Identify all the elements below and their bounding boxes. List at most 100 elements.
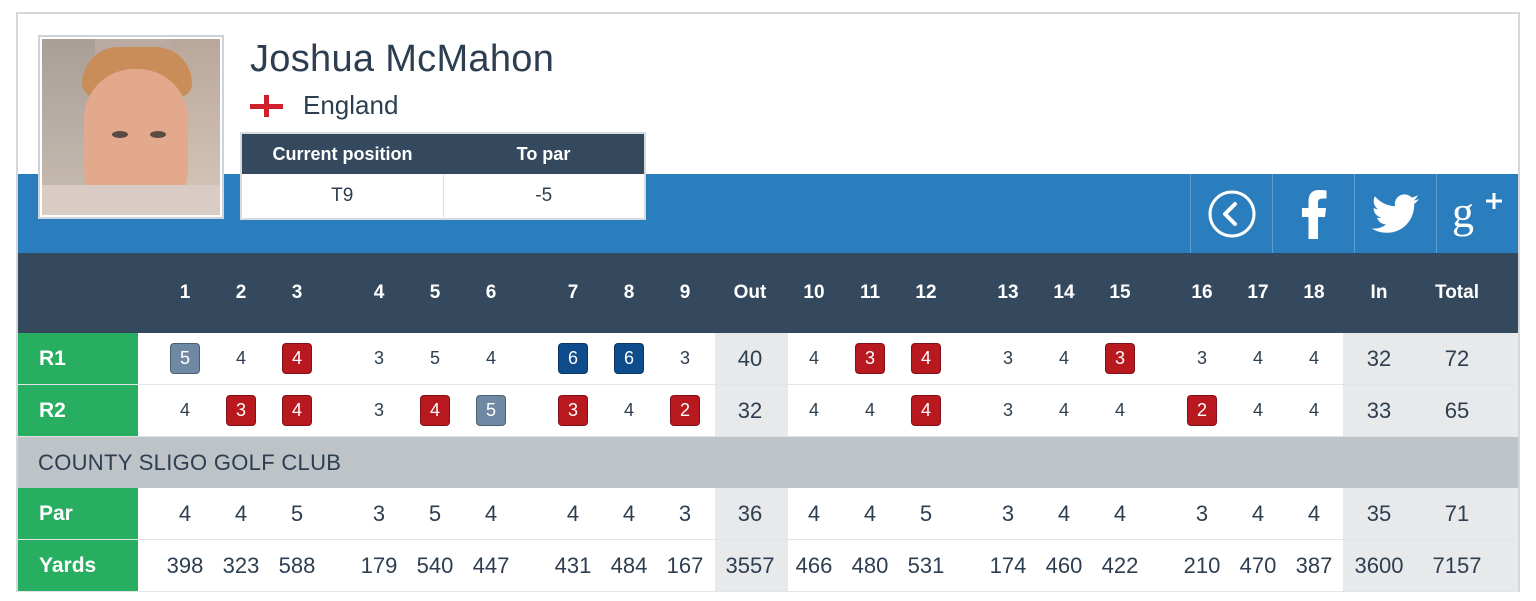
yards-row: 398 323 588 179 540 447 431 484 167 3557 466 480 531… [18,540,1518,592]
score-bogey-cell: 5 [476,395,506,426]
hole-column-header: 15 [1109,282,1131,303]
round-2-row: 4 3 4 3 4 5 3 4 2 32 4 4 4 3 4 4 2 4 4 33 65 R2 [18,385,1518,437]
score-cell: 470 [1239,553,1277,578]
twitter-icon [1371,193,1419,233]
hole-column-header: 10 [803,282,825,303]
score-cell: 4 [807,501,821,526]
score-cell: 447 [472,553,510,578]
course-name: COUNTY SLIGO GOLF CLUB [38,450,342,475]
hole-column-header: 9 [679,282,691,303]
current-position-header: Current position [272,144,413,164]
score-total-cell: 40 [737,346,763,371]
twitter-share-button[interactable] [1354,174,1436,253]
england-flag-icon [250,94,283,117]
score-cell: 4 [1252,348,1264,368]
score-cell: 3 [1196,348,1208,368]
score-birdie-cell: 4 [420,395,450,426]
score-birdie-cell: 4 [282,395,312,426]
round-1-row: 5 4 4 3 5 4 6 6 3 40 4 3 4 3 4 3 3 4 4 32 72 R1 [18,333,1518,385]
hole-column-header: Total [1435,282,1479,303]
score-cell: 3 [373,348,385,368]
score-cell: 460 [1045,553,1083,578]
score-cell: 387 [1295,553,1333,578]
score-cell: 4 [178,501,192,526]
to-par-header: To par [516,144,571,164]
hole-column-header: 14 [1053,282,1075,303]
score-cell: 5 [919,501,933,526]
score-cell: 3 [1002,348,1014,368]
hole-column-header: 3 [291,282,303,303]
score-total-cell: 3600 [1354,553,1404,578]
facebook-share-button[interactable] [1272,174,1354,253]
score-birdie-cell: 3 [855,343,885,374]
out-column-shade [715,333,788,384]
score-cell: 5 [429,348,441,368]
google-plus-icon: g [1452,189,1502,237]
score-birdie-cell: 3 [558,395,588,426]
score-cell: 167 [666,553,704,578]
google-plus-share-button[interactable]: g [1436,174,1518,253]
score-cell: 4 [235,348,247,368]
score-cell: 4 [566,501,580,526]
score-birdie-cell: 2 [670,395,700,426]
score-birdie-cell: 2 [1187,395,1217,426]
score-birdie-cell: 4 [911,395,941,426]
out-column-shade [715,385,788,436]
score-total-cell: 72 [1444,346,1470,371]
score-cell: 540 [416,553,454,578]
hole-column-header: 1 [179,282,191,303]
score-cell: 3 [678,501,692,526]
score-cell: 4 [622,501,636,526]
hole-column-header: 7 [567,282,579,303]
score-cell: 4 [1114,400,1126,420]
score-cell: 5 [290,501,304,526]
hole-column-header: 4 [373,282,385,303]
position-summary: Current position To par T9 -5 [240,132,646,220]
score-total-cell: 32 [1366,346,1392,371]
player-photo [38,35,224,219]
score-cell: 4 [1251,501,1265,526]
out-column-shade [715,488,788,539]
score-cell: 4 [1308,348,1320,368]
score-cell: 480 [851,553,889,578]
current-position-value: T9 [242,174,444,218]
country-label: England [303,90,399,120]
score-cell: 466 [795,553,833,578]
in-total-column-shade [1343,333,1518,384]
hole-column-header: 5 [429,282,441,303]
facebook-icon [1301,189,1326,239]
score-cell: 3 [679,348,691,368]
score-cell: 4 [623,400,635,420]
score-total-cell: 33 [1366,398,1392,423]
round-label: R2 [18,385,138,436]
round-label: R1 [18,333,138,384]
yards-label: Yards [18,540,138,591]
score-birdie-cell: 3 [1105,343,1135,374]
score-cell: 323 [222,553,260,578]
back-button[interactable] [1190,174,1272,253]
in-total-column-shade [1343,540,1518,591]
score-cell: 174 [989,553,1027,578]
score-double-cell: 6 [558,343,588,374]
hole-column-header: 18 [1303,282,1325,303]
in-total-column-shade [1343,488,1518,539]
score-cell: 210 [1183,553,1221,578]
score-cell: 4 [1058,400,1070,420]
score-cell: 398 [166,553,204,578]
score-total-cell: 3557 [725,553,775,578]
score-cell: 4 [1057,501,1071,526]
score-cell: 5 [428,501,442,526]
score-cell: 431 [554,553,592,578]
score-cell: 4 [234,501,248,526]
course-name-row: COUNTY SLIGO GOLF CLUB [18,437,1518,488]
score-cell: 3 [1002,400,1014,420]
score-total-cell: 32 [737,398,763,423]
score-birdie-cell: 4 [911,343,941,374]
to-par-value: -5 [535,185,553,206]
score-cell: 484 [610,553,648,578]
score-double-cell: 6 [614,343,644,374]
score-cell: 4 [1058,348,1070,368]
score-cell: 179 [360,553,398,578]
score-total-cell: 71 [1444,501,1470,526]
score-cell: 4 [179,400,191,420]
